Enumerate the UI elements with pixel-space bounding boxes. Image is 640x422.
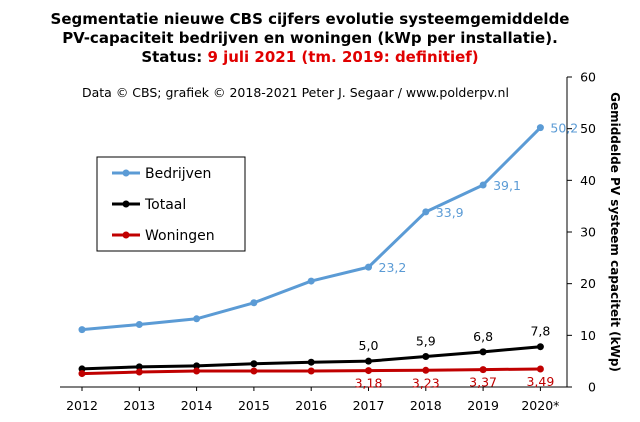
data-label-woningen: 3,49: [526, 374, 554, 389]
x-tick-label: 2018: [410, 398, 442, 413]
x-tick-label: 2013: [123, 398, 155, 413]
data-point-woningen: [78, 370, 86, 378]
data-label-totaal: 5,0: [359, 338, 379, 353]
data-point-bedrijven: [307, 277, 315, 285]
legend-label-woningen: Woningen: [145, 228, 215, 244]
y-axis-label: Gemiddelde PV systeem capaciteit (kWp): [608, 92, 622, 372]
data-point-totaal: [479, 348, 487, 356]
data-label-bedrijven: 23,2: [379, 260, 407, 275]
y-tick-label: 40: [580, 173, 596, 188]
x-tick-label: 2016: [295, 398, 327, 413]
data-point-woningen: [250, 367, 258, 375]
data-label-woningen: 3,37: [469, 375, 497, 390]
x-tick-label: 2020*: [521, 398, 559, 413]
status-label: Status:: [141, 48, 203, 66]
x-tick-label: 2019: [467, 398, 499, 413]
chart-title-line-1: Segmentatie nieuwe CBS cijfers evolutie …: [50, 10, 570, 28]
chart-credit: Data © CBS; grafiek © 2018-2021 Peter J.…: [82, 85, 509, 100]
legend-label-bedrijven: Bedrijven: [145, 166, 211, 182]
chart-title-block: Segmentatie nieuwe CBS cijfers evolutie …: [0, 10, 620, 67]
data-point-totaal: [250, 360, 258, 368]
x-tick-label: 2012: [66, 398, 98, 413]
data-point-totaal: [536, 343, 544, 351]
data-point-bedrijven: [250, 299, 258, 307]
data-label-bedrijven: 39,1: [493, 178, 521, 193]
x-tick-label: 2015: [238, 398, 270, 413]
y-tick-label: 10: [580, 328, 596, 343]
data-label-totaal: 6,8: [473, 329, 493, 344]
y-tick-label: 0: [588, 380, 596, 395]
legend-marker-totaal: [122, 200, 130, 208]
data-point-bedrijven: [193, 315, 201, 323]
data-point-woningen: [536, 365, 544, 373]
data-point-woningen: [193, 367, 201, 375]
legend-marker-woningen: [122, 231, 130, 239]
data-label-bedrijven: 33,9: [436, 205, 464, 220]
legend-label-totaal: Totaal: [144, 197, 186, 213]
data-label-woningen: 3,23: [412, 375, 440, 390]
x-tick-label: 2014: [181, 398, 213, 413]
status-value: 9 juli 2021 (tm. 2019: definitief): [207, 48, 479, 66]
data-point-totaal: [307, 358, 315, 366]
data-point-totaal: [422, 353, 430, 361]
x-tick-label: 2017: [353, 398, 385, 413]
legend-marker-bedrijven: [122, 169, 130, 177]
y-tick-label: 60: [580, 70, 596, 85]
y-tick-label: 20: [580, 276, 596, 291]
y-tick-label: 50: [580, 121, 596, 136]
data-point-bedrijven: [78, 326, 86, 334]
data-point-totaal: [365, 357, 372, 365]
data-point-totaal: [135, 363, 143, 371]
data-point-bedrijven: [479, 181, 487, 189]
data-label-bedrijven: 50,2: [550, 121, 578, 136]
data-label-totaal: 7,8: [530, 324, 550, 339]
data-point-bedrijven: [365, 263, 372, 271]
data-point-woningen: [135, 368, 143, 376]
data-label-woningen: 3,18: [355, 376, 383, 391]
data-point-woningen: [307, 367, 315, 375]
chart-title-line-2: PV-capaciteit bedrijven en woningen (kWp…: [62, 29, 558, 47]
data-point-bedrijven: [422, 208, 430, 216]
data-point-woningen: [422, 366, 430, 374]
data-point-bedrijven: [536, 124, 544, 132]
data-point-woningen: [479, 366, 487, 374]
data-point-bedrijven: [135, 320, 143, 328]
y-tick-label: 30: [580, 225, 596, 240]
data-point-totaal: [193, 362, 201, 370]
chart-status: Status: 9 juli 2021 (tm. 2019: definitie…: [0, 48, 620, 67]
data-point-woningen: [365, 367, 372, 375]
data-label-totaal: 5,9: [416, 334, 436, 349]
